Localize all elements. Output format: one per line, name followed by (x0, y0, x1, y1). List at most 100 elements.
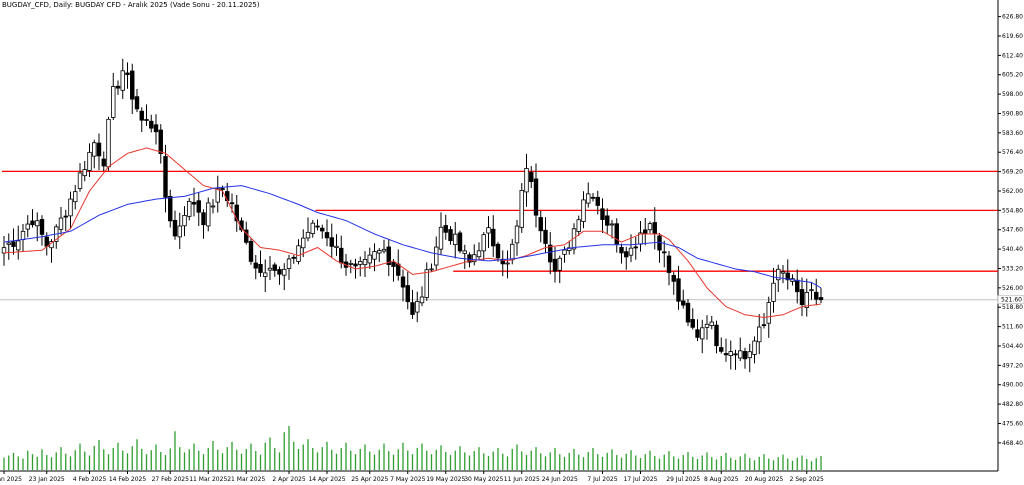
candle[interactable] (92, 139, 97, 169)
candle[interactable] (510, 239, 515, 265)
candle[interactable] (581, 191, 586, 229)
candle[interactable] (500, 250, 505, 277)
candle[interactable] (714, 320, 719, 354)
candle[interactable] (16, 225, 21, 260)
candle[interactable] (576, 215, 581, 236)
candle[interactable] (814, 278, 819, 306)
candle[interactable] (206, 197, 211, 232)
candle[interactable] (253, 255, 258, 280)
candle[interactable] (210, 199, 216, 214)
candle[interactable] (248, 237, 254, 265)
candle[interactable] (120, 58, 125, 100)
candle[interactable] (638, 221, 643, 252)
candle[interactable] (476, 242, 482, 261)
candle[interactable] (704, 315, 710, 340)
candle[interactable] (305, 217, 311, 242)
candle[interactable] (415, 291, 420, 323)
candle[interactable] (73, 184, 78, 210)
candle[interactable] (334, 234, 339, 256)
candle[interactable] (809, 281, 814, 300)
candle[interactable] (676, 265, 681, 310)
candle[interactable] (666, 251, 672, 286)
candle[interactable] (381, 239, 387, 254)
candle[interactable] (647, 221, 653, 234)
candle[interactable] (700, 319, 705, 354)
candle[interactable] (144, 104, 149, 126)
candle[interactable] (552, 247, 558, 283)
candle[interactable] (158, 124, 163, 164)
candle[interactable] (624, 246, 629, 270)
candle[interactable] (690, 308, 695, 330)
candle[interactable] (106, 116, 111, 171)
candle[interactable] (130, 63, 135, 115)
candle[interactable] (657, 233, 662, 263)
candle[interactable] (467, 252, 472, 268)
candle[interactable] (153, 114, 159, 145)
candle[interactable] (134, 88, 140, 113)
candle[interactable] (391, 259, 396, 282)
candle[interactable] (438, 212, 444, 255)
candle[interactable] (310, 219, 315, 238)
candle[interactable] (776, 264, 781, 293)
candle[interactable] (771, 268, 776, 313)
candle[interactable] (424, 262, 429, 301)
candle[interactable] (462, 244, 467, 270)
candle[interactable] (757, 314, 762, 355)
candle[interactable] (780, 265, 786, 284)
candle[interactable] (605, 208, 610, 235)
candle[interactable] (804, 278, 809, 317)
candle[interactable] (35, 212, 40, 242)
candle[interactable] (405, 271, 410, 310)
candle[interactable] (272, 262, 277, 277)
candle[interactable] (191, 187, 197, 217)
candle[interactable] (486, 216, 491, 248)
candle[interactable] (548, 232, 553, 275)
candle[interactable] (538, 210, 543, 243)
candle[interactable] (709, 315, 714, 330)
candle[interactable] (201, 209, 206, 239)
candle[interactable] (258, 250, 263, 277)
candle[interactable] (495, 241, 501, 262)
candle[interactable] (595, 190, 600, 215)
candle[interactable] (733, 349, 738, 370)
candle[interactable] (609, 219, 615, 239)
candle[interactable] (795, 269, 800, 304)
candle[interactable] (590, 193, 596, 202)
candle[interactable] (54, 224, 59, 249)
candle[interactable] (685, 298, 691, 326)
candle[interactable] (358, 256, 363, 277)
candle[interactable] (761, 313, 767, 329)
candle[interactable] (111, 72, 116, 121)
candle[interactable] (68, 191, 73, 230)
candle[interactable] (291, 254, 296, 264)
candle[interactable] (614, 218, 619, 253)
candle[interactable] (457, 230, 463, 254)
candle[interactable] (799, 277, 805, 317)
candle[interactable] (410, 289, 415, 319)
candle[interactable] (182, 206, 187, 237)
candle[interactable] (172, 210, 178, 240)
candle[interactable] (296, 239, 301, 265)
candle[interactable] (25, 215, 30, 238)
candle[interactable] (30, 209, 35, 228)
candle[interactable] (196, 192, 201, 227)
candle[interactable] (149, 114, 154, 133)
candle[interactable] (481, 232, 486, 261)
candle[interactable] (738, 337, 743, 362)
candle[interactable] (139, 107, 144, 133)
candle[interactable] (267, 255, 273, 280)
candle[interactable] (723, 338, 729, 362)
candle[interactable] (96, 133, 102, 171)
candle[interactable] (329, 223, 334, 258)
candle[interactable] (472, 244, 477, 266)
candle[interactable] (662, 240, 667, 268)
candle[interactable] (752, 336, 757, 364)
candle[interactable] (177, 212, 182, 250)
candle[interactable] (429, 263, 434, 272)
candle[interactable] (643, 217, 648, 246)
candle[interactable] (400, 269, 406, 302)
candle[interactable] (419, 286, 425, 307)
candle[interactable] (742, 347, 748, 369)
candle[interactable] (628, 234, 634, 263)
